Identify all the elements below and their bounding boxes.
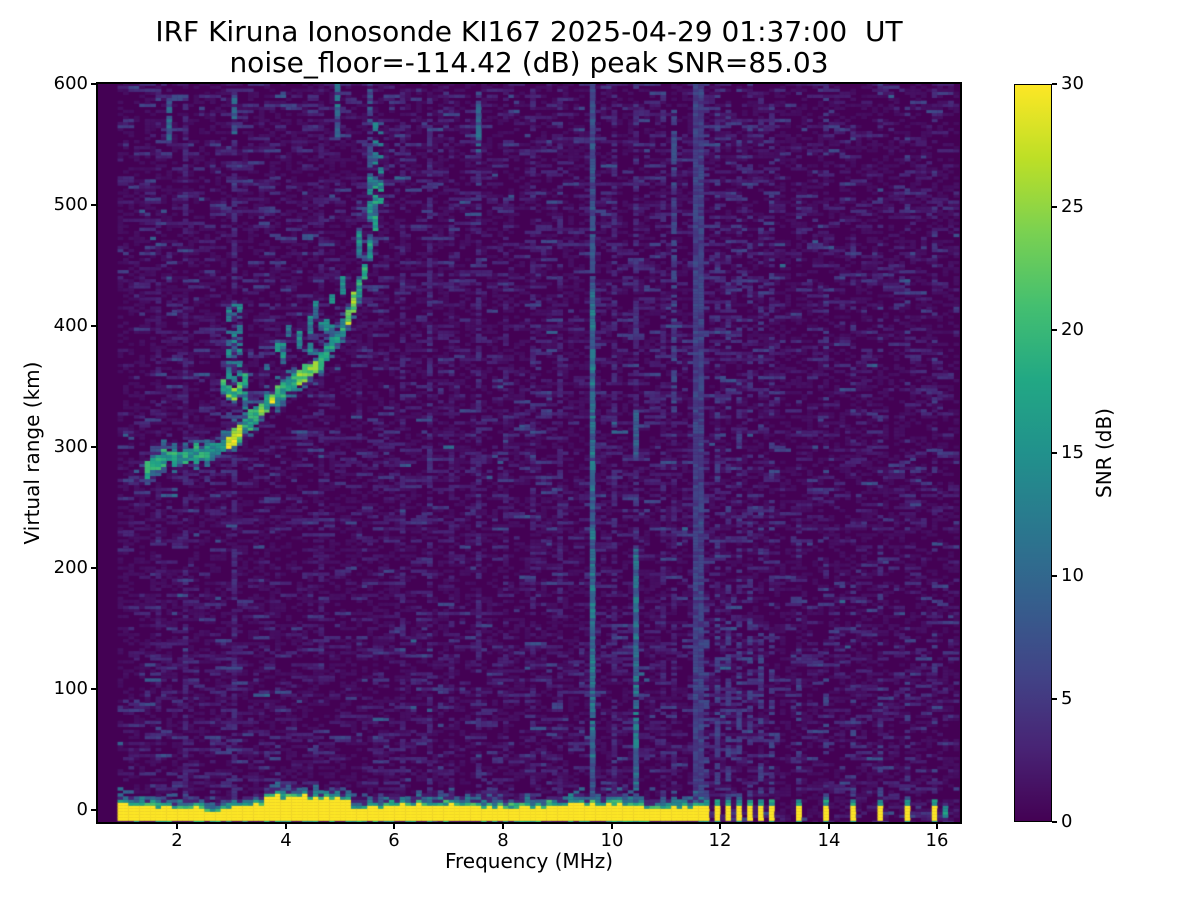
colorbar-tick-mark xyxy=(1052,83,1057,85)
y-tick-mark xyxy=(91,325,96,327)
y-tick-label: 400 xyxy=(53,315,88,336)
x-tick-mark xyxy=(828,824,830,829)
colorbar-tick-mark xyxy=(1052,698,1057,700)
x-tick-mark xyxy=(393,824,395,829)
colorbar-tick-label: 15 xyxy=(1061,442,1084,463)
y-tick-mark xyxy=(91,83,96,85)
y-tick-label: 500 xyxy=(53,194,88,215)
x-tick-mark xyxy=(176,824,178,829)
x-tick-label: 10 xyxy=(600,830,624,851)
x-tick-mark xyxy=(936,824,938,829)
colorbar-tick-label: 10 xyxy=(1061,565,1084,586)
chart-title-line2: noise_floor=-114.42 (dB) peak SNR=85.03 xyxy=(229,46,829,79)
x-tick-label: 2 xyxy=(171,830,183,851)
y-tick-label: 0 xyxy=(76,799,88,820)
colorbar-tick-mark xyxy=(1052,206,1057,208)
y-tick-label: 600 xyxy=(53,73,88,94)
y-tick-label: 100 xyxy=(53,678,88,699)
x-tick-label: 16 xyxy=(925,830,949,851)
y-tick-mark xyxy=(91,567,96,569)
colorbar-tick-label: 0 xyxy=(1061,811,1073,832)
x-tick-label: 14 xyxy=(817,830,841,851)
y-tick-mark xyxy=(91,204,96,206)
y-tick-label: 300 xyxy=(53,436,88,457)
colorbar-tick-mark xyxy=(1052,575,1057,577)
x-tick-mark xyxy=(611,824,613,829)
x-axis-label: Frequency (MHz) xyxy=(444,849,614,873)
chart-title-line1: IRF Kiruna Ionosonde KI167 2025-04-29 01… xyxy=(155,15,903,48)
colorbar-tick-label: 25 xyxy=(1061,196,1084,217)
x-tick-mark xyxy=(719,824,721,829)
y-tick-mark xyxy=(91,446,96,448)
x-tick-label: 4 xyxy=(280,830,292,851)
colorbar-tick-label: 30 xyxy=(1061,73,1084,94)
ionogram-heatmap-canvas xyxy=(98,84,960,822)
x-tick-mark xyxy=(502,824,504,829)
y-tick-label: 200 xyxy=(53,557,88,578)
colorbar xyxy=(1014,84,1052,822)
x-tick-label: 6 xyxy=(388,830,400,851)
y-tick-mark xyxy=(91,688,96,690)
colorbar-tick-mark xyxy=(1052,821,1057,823)
colorbar-tick-mark xyxy=(1052,452,1057,454)
colorbar-tick-mark xyxy=(1052,329,1057,331)
x-tick-label: 8 xyxy=(497,830,509,851)
x-tick-mark xyxy=(285,824,287,829)
x-tick-label: 12 xyxy=(708,830,732,851)
colorbar-tick-label: 20 xyxy=(1061,319,1084,340)
y-tick-mark xyxy=(91,809,96,811)
colorbar-tick-label: 5 xyxy=(1061,688,1073,709)
